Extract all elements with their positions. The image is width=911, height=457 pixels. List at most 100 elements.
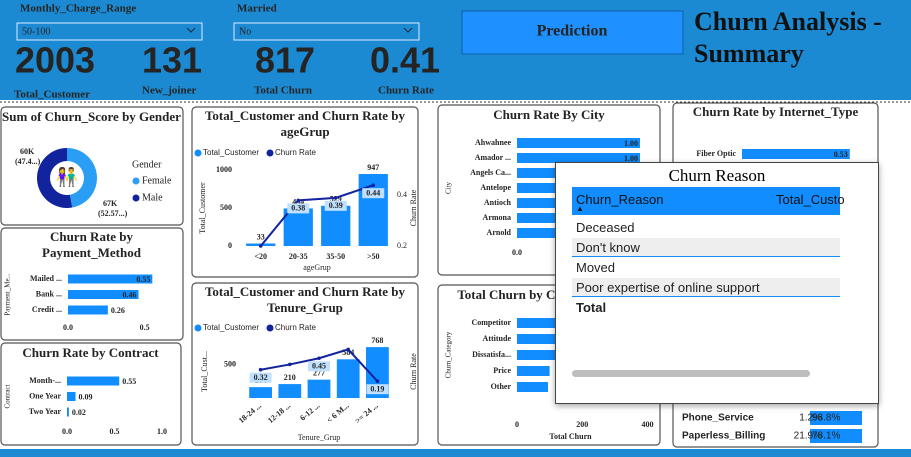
legend-label: Female <box>142 175 172 186</box>
chart-title: Total_Customer and Churn Rate by ageGrup <box>204 108 406 139</box>
bar <box>307 379 331 398</box>
cell-bar <box>810 411 862 425</box>
bar <box>517 382 548 392</box>
data-label: 210 <box>284 373 296 382</box>
data-label: 0.26 <box>111 306 125 315</box>
y-tick-label: Angels Ca... <box>470 168 511 177</box>
chart-title: Churn Rate By City <box>493 107 605 122</box>
data-label: 0.09 <box>79 392 93 401</box>
table-row[interactable]: Deceased <box>576 220 635 235</box>
y-tick-label: Bank ... <box>36 289 62 298</box>
dropdown-chevron <box>403 27 413 33</box>
bar <box>517 153 640 163</box>
x-axis-label: Tenure_Grup <box>298 433 341 442</box>
data-label: 1.00 <box>624 154 638 163</box>
column-header[interactable]: Churn_Reason <box>576 192 664 207</box>
x-tick-label: 0 <box>515 420 519 429</box>
kpi-value: 2003 <box>15 40 95 81</box>
bar <box>68 290 139 299</box>
label-bg <box>362 188 385 199</box>
h-scrollbar[interactable] <box>572 370 810 377</box>
line <box>259 184 374 247</box>
filter-dropdown[interactable] <box>16 22 203 41</box>
data-label: 67K <box>103 199 118 208</box>
filter-label: Monthly_Charge_Range <box>20 3 136 15</box>
line-point <box>333 196 338 200</box>
legend-swatch <box>132 194 140 202</box>
x-tick-label: 20-35 <box>289 252 308 261</box>
sort-icon[interactable]: ▲ <box>576 204 584 213</box>
column-header[interactable]: Total_Custo <box>776 192 845 207</box>
line-point <box>371 183 376 187</box>
x-axis-label: Total Churn <box>549 432 592 441</box>
data-label: 0.02 <box>72 408 86 417</box>
y2-tick-label: 0.2 <box>397 241 407 250</box>
table-header: Churn_Reason Total_Custo ▲ <box>572 187 845 215</box>
bar <box>278 384 302 398</box>
y-tick-label: Fiber Optic <box>696 149 736 158</box>
y-tick-label: Attitude <box>483 334 512 343</box>
data-label: 584 <box>342 348 354 357</box>
y-tick-label: Antioch <box>484 198 512 207</box>
button-label[interactable]: Prediction <box>537 23 608 40</box>
chart-title: Churn Rate by Payment_Method <box>42 229 141 260</box>
y-tick-label: Arnold <box>487 228 512 237</box>
y-tick-label: Armona <box>483 213 511 222</box>
kpi-value: 0.41 <box>370 40 440 81</box>
chart-title: Sum of Churn_Score by Gender <box>2 109 181 124</box>
data-label: 0.55 <box>122 377 136 386</box>
legend-swatch <box>266 324 274 332</box>
y-tick-label: Antelope <box>480 183 511 192</box>
data-label: 0.53 <box>834 150 848 159</box>
footer-bar <box>0 449 911 457</box>
table-row[interactable]: Poor expertise of online support <box>572 278 840 297</box>
chart-title: Churn Rate by Contract <box>22 345 159 360</box>
line-point <box>296 198 301 203</box>
line-point <box>258 367 263 372</box>
y2-axis-label: Churn Rate <box>409 189 418 226</box>
cell-value: 21.9% <box>794 431 822 442</box>
total-row[interactable]: Total <box>576 300 607 315</box>
y-axis-label: Churn_Category <box>445 331 453 378</box>
x-tick-label: 0.5 <box>110 427 120 436</box>
churn-reason-popup: Churn Reason Churn_Reason Total_Custo ▲ … <box>555 162 879 404</box>
table-row[interactable]: Don't know <box>572 238 840 257</box>
y-tick-label: Other <box>491 382 512 391</box>
y-tick-label: Amador ... <box>475 153 511 162</box>
banner <box>0 0 911 100</box>
x-tick-label: 400 <box>641 420 653 429</box>
cell-value: 1.2% <box>799 413 822 424</box>
cell-value: 78.1% <box>812 431 840 442</box>
bar <box>67 392 76 401</box>
bar <box>67 407 69 417</box>
table-row[interactable]: Moved <box>576 260 616 275</box>
legend-label: Male <box>142 192 163 203</box>
y-tick-label: 500 <box>224 360 236 369</box>
y-tick-label: 0 <box>228 241 232 250</box>
bar <box>336 359 360 398</box>
row-label: Paperless_Billing <box>682 431 765 442</box>
y-tick-label: Ahwahnee <box>475 138 511 147</box>
dropdown-chevron <box>186 27 196 33</box>
label-bg <box>287 203 310 214</box>
data-label: 0.32 <box>254 373 268 382</box>
data-label: 60K <box>20 147 35 156</box>
card <box>0 342 182 446</box>
data-label: 0.46 <box>123 290 137 299</box>
bar <box>517 366 550 376</box>
filter-dropdown[interactable] <box>233 22 420 41</box>
kpi-label: Churn Rate <box>378 85 434 97</box>
legend-title: Gender <box>132 159 162 170</box>
legend-label: Total_Customer <box>203 323 259 332</box>
y-tick-label: One Year <box>29 391 61 400</box>
filter-value: No <box>239 26 251 37</box>
v-scrollbar[interactable] <box>878 298 879 378</box>
pie-icon: 👫 <box>56 166 78 187</box>
data-label: 1.00 <box>624 139 638 148</box>
x-axis-label: ageGrup <box>303 263 331 272</box>
line-point <box>317 356 321 361</box>
chart-title: Total_Customer and Churn Rate by Tenure_… <box>204 284 406 315</box>
prediction-button[interactable] <box>461 10 684 55</box>
legend-label: Churn Rate <box>275 323 316 332</box>
